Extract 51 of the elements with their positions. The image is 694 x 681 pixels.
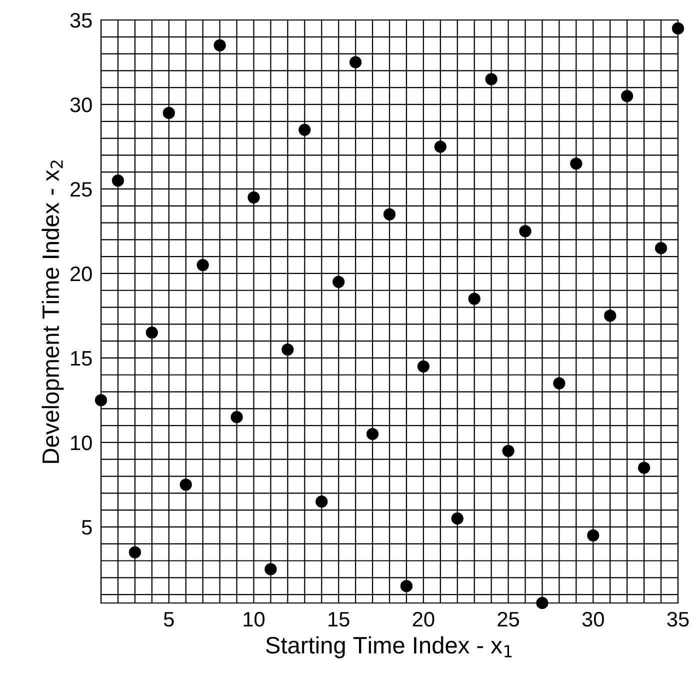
- point: [230, 411, 243, 424]
- point: [282, 343, 294, 356]
- point: [332, 276, 345, 288]
- point: [468, 292, 480, 305]
- point: [672, 22, 684, 35]
- x-tick-label: 30: [582, 612, 604, 627]
- point: [638, 462, 650, 474]
- point: [180, 478, 192, 491]
- point: [196, 258, 209, 272]
- point: [298, 124, 311, 136]
- point: [264, 563, 277, 576]
- x-tick-label: 20: [412, 612, 434, 627]
- point: [570, 158, 582, 170]
- x-tick-label: 15: [328, 612, 350, 627]
- point: [94, 394, 108, 406]
- point: [366, 428, 379, 440]
- point: [502, 444, 514, 457]
- point: [162, 106, 175, 120]
- x-tick-label: 25: [498, 612, 520, 627]
- point: [112, 174, 124, 187]
- y-tick-label: 5: [82, 520, 92, 535]
- point: [214, 39, 226, 52]
- y-tick-label: 20: [70, 266, 92, 282]
- point: [349, 56, 362, 68]
- y-tick-label: 25: [70, 182, 92, 197]
- point: [654, 242, 668, 254]
- y-axis-title: Development Time Index - x$_{2}$: [42, 160, 64, 463]
- point: [604, 310, 616, 322]
- x-axis-title: Starting Time Index - x$_{1}$: [266, 636, 512, 658]
- y-tick-label: 10: [71, 435, 92, 450]
- x-tick-label: 5: [164, 612, 174, 627]
- point: [417, 360, 430, 372]
- point: [434, 140, 446, 153]
- point: [128, 546, 142, 558]
- y-tick-label: 35: [70, 13, 92, 28]
- point: [248, 191, 260, 204]
- point: [316, 496, 328, 508]
- point: [383, 208, 396, 220]
- point: [621, 90, 634, 102]
- x-tick-label: 10: [244, 612, 265, 627]
- y-tick-label: 15: [71, 351, 92, 366]
- point: [587, 529, 600, 542]
- y-tick-label: 30: [70, 97, 92, 112]
- point: [400, 580, 413, 592]
- point: [146, 326, 158, 339]
- x-tick-label: 35: [667, 612, 689, 627]
- point: [519, 225, 532, 238]
- point: [553, 377, 566, 390]
- point: [536, 596, 548, 610]
- point: [485, 73, 498, 86]
- point: [451, 512, 464, 525]
